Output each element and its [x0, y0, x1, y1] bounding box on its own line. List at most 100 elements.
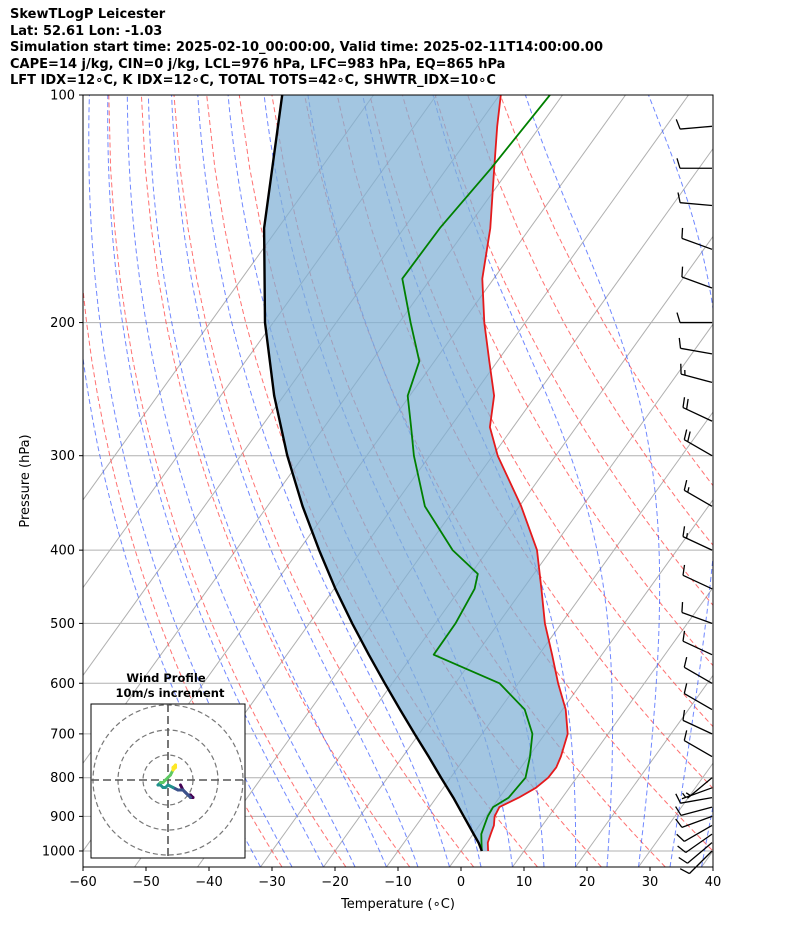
wind-barb: [675, 119, 713, 130]
wind-barb-flag: [678, 337, 682, 349]
wind-barb-shaft: [683, 739, 713, 758]
wind-barb-flag: [682, 709, 686, 721]
wind-barb-flag: [676, 312, 681, 323]
cape-shaded-area: [264, 95, 568, 851]
wind-barb-flag: [682, 397, 686, 408]
chart-header: SkewTLogP Leicester Lat: 52.61 Lon: -1.0…: [10, 7, 780, 90]
parcel-profile-line: [262, 95, 483, 852]
wind-barb-flag: [681, 227, 684, 239]
wind-barb: [682, 526, 713, 551]
wind-barb: [676, 158, 712, 169]
wind-barb-shaft: [680, 806, 713, 817]
wind-barb: [683, 656, 713, 684]
x-tick-label: −40: [195, 875, 222, 890]
y-tick-label: 300: [50, 449, 75, 464]
x-tick-label: 20: [579, 875, 596, 890]
wind-barb-shaft: [682, 536, 713, 551]
dry-adiabat-line: [401, 95, 713, 667]
x-tick-label: −10: [384, 875, 411, 890]
x-tick-label: −60: [69, 875, 96, 890]
wind-barb-shaft: [681, 237, 713, 250]
wind-barb-shaft: [683, 489, 713, 507]
wind-barb-flag: [682, 564, 686, 576]
isotherm-line: [260, 235, 713, 867]
wind-barb: [685, 777, 713, 799]
chart-title: SkewTLogP Leicester: [10, 7, 166, 22]
moist-adiabat-line: [126, 95, 356, 867]
wind-barb-shaft: [681, 611, 713, 625]
wind-barb-half-flag: [685, 792, 691, 797]
wind-barb-shaft: [687, 777, 713, 799]
y-tick-label: 600: [50, 677, 75, 692]
moist-adiabat-line: [197, 95, 450, 867]
wind-barb-shaft: [680, 202, 713, 207]
hodograph-subtitle: 10m/s increment: [116, 686, 225, 700]
wind-barb-shaft: [682, 719, 713, 735]
axes: −60 −50 −40 −30 −20 −10 0 10 20 30 40 1000 900 800 700…: [42, 89, 721, 891]
wind-barb-shaft: [680, 796, 713, 804]
wind-barb-flag: [687, 431, 691, 442]
wind-barb-flag: [683, 429, 688, 440]
wind-barb: [682, 630, 713, 656]
hodograph-plot: [91, 704, 245, 858]
wind-barb-flag: [682, 526, 686, 537]
wind-barb-shaft: [683, 692, 713, 711]
wind-barb-shaft: [680, 373, 713, 384]
moist-adiabat-line: [701, 803, 713, 867]
moist-adiabat-line: [107, 95, 324, 867]
isotherm-line: [512, 586, 713, 867]
location-coordinates: Lat: 52.61 Lon: -1.03: [10, 23, 163, 39]
isotherm-line: [638, 762, 713, 867]
wind-barb-shaft: [683, 666, 713, 684]
moist-adiabat-line: [88, 95, 293, 867]
wind-barb: [676, 312, 712, 324]
y-tick-label: 1000: [42, 844, 75, 859]
wind-barb: [680, 363, 713, 384]
x-tick-label: 0: [457, 875, 465, 890]
wind-barb-flag: [676, 158, 681, 169]
y-tick-label: 200: [50, 316, 75, 331]
dry-adiabat-line: [83, 285, 283, 867]
moist-adiabat-line: [648, 95, 713, 867]
wind-barb-flag: [675, 119, 681, 130]
wind-barb: [675, 793, 713, 804]
moist-adiabat-line: [432, 95, 614, 867]
dry-adiabat-line: [173, 95, 475, 867]
wind-barb: [682, 709, 713, 735]
wind-barb: [677, 192, 713, 207]
wind-barb-flag: [683, 730, 688, 741]
wind-barb-flag: [683, 656, 688, 668]
wind-barb-shaft: [681, 815, 713, 828]
wind-barb: [676, 824, 713, 842]
wind-barb-flag: [675, 806, 682, 816]
hodograph-title: Wind Profile: [126, 671, 206, 685]
wind-barb: [682, 564, 713, 590]
wind-barb-flag: [682, 630, 686, 642]
y-tick-label: 700: [50, 727, 75, 742]
wind-barb-flag: [678, 856, 688, 864]
hodograph: Wind Profile 10m/s increment: [90, 671, 246, 859]
dry-adiabat-line: [108, 95, 347, 867]
wind-barb-shaft: [680, 125, 713, 130]
hodograph-trace-segment: [171, 766, 177, 772]
wind-barb-shaft: [688, 850, 713, 875]
wind-barb-shaft: [682, 574, 713, 590]
isotherm-line: [575, 674, 713, 867]
y-tick-label: 400: [50, 544, 75, 559]
wind-barb: [681, 787, 713, 800]
wind-barb-shaft: [682, 406, 713, 422]
wind-barb-shaft: [682, 640, 713, 656]
wind-barb: [675, 815, 713, 828]
x-tick-label: 40: [705, 875, 722, 890]
x-tick-label: −30: [258, 875, 285, 890]
x-tick-label: −50: [132, 875, 159, 890]
wind-barb: [678, 337, 713, 355]
simulation-times: Simulation start time: 2025-02-10_00:00:…: [10, 40, 603, 56]
wind-barbs: [675, 119, 713, 875]
wind-barb: [681, 266, 713, 289]
wind-barb-flag: [683, 479, 688, 491]
wind-barb-half-flag: [682, 792, 687, 798]
dry-adiabat-line: [499, 95, 713, 487]
moist-adiabat-line: [147, 95, 387, 867]
